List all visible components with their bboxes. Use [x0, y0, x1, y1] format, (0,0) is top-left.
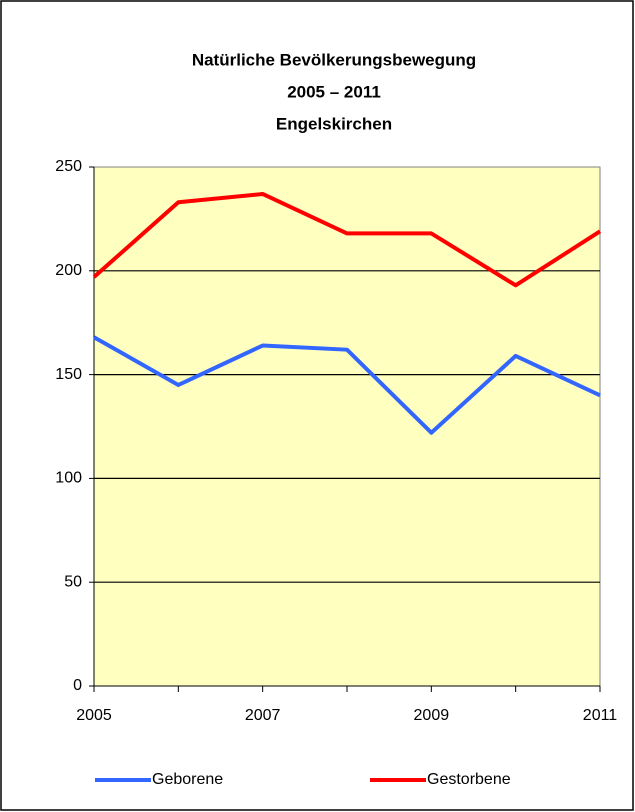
- y-tick-label: 50: [64, 573, 82, 590]
- x-tick-label: 2009: [414, 707, 450, 724]
- y-tick-label: 100: [55, 470, 82, 487]
- y-tick-label: 250: [55, 158, 82, 175]
- chart-title: 2005 – 2011: [287, 82, 381, 101]
- y-tick-label: 200: [55, 262, 82, 279]
- data-line: [93, 335, 601, 435]
- legend-label: Gestorbene: [427, 771, 511, 788]
- data-line: [92, 191, 602, 288]
- x-tick-label: 2007: [245, 707, 281, 724]
- plot-area: [93, 166, 601, 687]
- y-tick-label: 150: [55, 366, 82, 383]
- legend-label: Geborene: [152, 771, 223, 788]
- y-tick-label: 0: [73, 677, 82, 694]
- chart-title: Natürliche Bevölkerungsbewegung: [192, 50, 476, 69]
- x-tick-label: 2005: [76, 707, 112, 724]
- chart-title: Engelskirchen: [276, 114, 392, 133]
- x-tick-label: 2011: [583, 707, 618, 724]
